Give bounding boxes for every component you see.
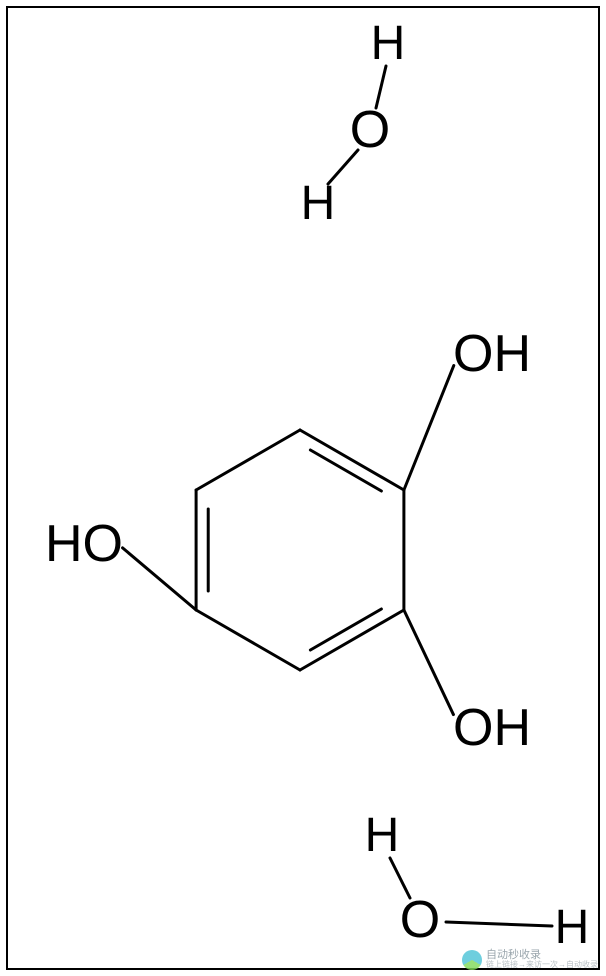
atom-label: O <box>400 894 440 946</box>
watermark-logo-icon <box>462 950 482 970</box>
atom-label: H <box>301 180 336 228</box>
atom-label: HO <box>45 518 123 570</box>
watermark-line2: 链上链接→来访一次→自动收录 <box>486 961 598 970</box>
atom-label: OH <box>453 702 531 754</box>
atom-label: H <box>371 20 406 68</box>
atom-label: OH <box>453 328 531 380</box>
atom-label: H <box>365 812 400 860</box>
atom-label: O <box>350 104 390 156</box>
watermark: 自动秒收录 链上链接→来访一次→自动收录 <box>462 949 598 970</box>
atom-label: H <box>555 904 590 952</box>
chemical-structure-svg <box>0 0 606 976</box>
